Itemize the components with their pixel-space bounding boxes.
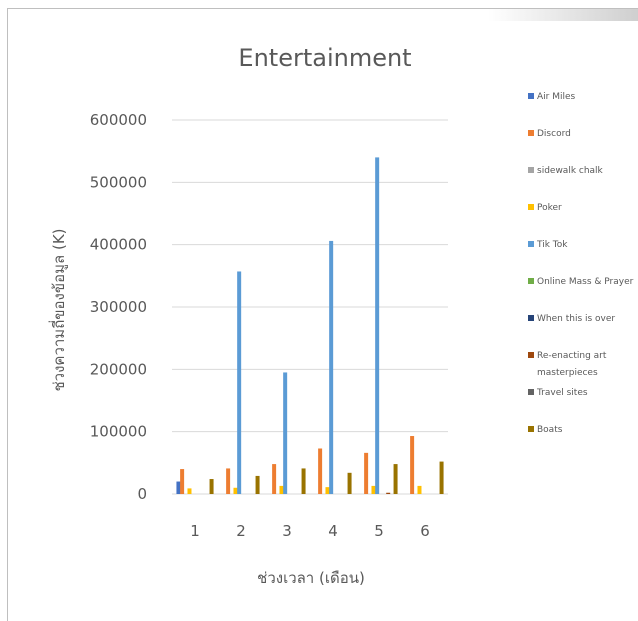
bar-discord-6 <box>410 436 415 494</box>
chart-title: Entertainment <box>238 44 411 72</box>
bars <box>176 157 444 494</box>
legend-swatch <box>528 204 534 210</box>
bar-poker-6 <box>417 485 422 494</box>
bar-air-miles-1 <box>176 481 181 494</box>
x-tick-label: 4 <box>328 522 338 540</box>
bar-poker-5 <box>371 485 376 494</box>
bar-tik-tok-5 <box>375 157 380 494</box>
chart-frame <box>7 8 638 621</box>
bar-discord-2 <box>226 468 231 494</box>
bar-re-enacting-art-masterpieces-5 <box>386 492 391 494</box>
legend-label: Re-enacting art masterpieces <box>537 351 607 378</box>
y-tick-label: 0 <box>137 485 147 503</box>
legend-label: Boats <box>537 425 563 435</box>
legend-label: sidewalk chalk <box>537 166 604 176</box>
legend-swatch <box>528 426 534 432</box>
y-tick-label: 100000 <box>90 423 147 441</box>
bar-tik-tok-4 <box>329 240 334 494</box>
legend-label: When this is over <box>537 314 615 324</box>
bar-boats-1 <box>209 479 214 494</box>
legend-label: Air Miles <box>537 92 576 102</box>
y-tick-label: 500000 <box>90 173 147 191</box>
legend-swatch <box>528 241 534 247</box>
background-shade <box>488 9 638 21</box>
x-tick-label: 3 <box>282 522 292 540</box>
bar-discord-1 <box>180 469 185 494</box>
bar-boats-5 <box>393 464 398 494</box>
bar-discord-4 <box>318 448 323 494</box>
bar-boats-4 <box>347 472 352 494</box>
legend-label: Discord <box>537 129 571 139</box>
legend-swatch <box>528 389 534 395</box>
y-tick-label: 400000 <box>90 236 147 254</box>
legend-label: Poker <box>537 203 562 213</box>
bar-boats-3 <box>301 468 306 494</box>
y-tick-label: 600000 <box>90 111 147 129</box>
legend-swatch <box>528 315 534 321</box>
legend-label: Online Mass & Prayer <box>537 277 634 287</box>
bar-discord-5 <box>364 452 369 494</box>
y-axis-title: ช่วงความถี่ของข้อมูล (K) <box>48 228 68 391</box>
y-tick-labels: 0 100000 200000 300000 400000 500000 600000 <box>90 111 147 503</box>
bar-poker-3 <box>279 485 284 494</box>
bar-poker-1 <box>187 488 192 494</box>
bar-poker-2 <box>233 487 238 494</box>
legend-swatch <box>528 93 534 99</box>
bar-poker-4 <box>325 487 330 494</box>
bar-boats-2 <box>255 475 260 494</box>
bar-tik-tok-2 <box>237 271 242 494</box>
x-axis-title: ช่วงเวลา (เดือน) <box>257 569 365 587</box>
x-tick-label: 6 <box>420 522 430 540</box>
gridlines <box>172 119 448 495</box>
legend-label: Travel sites <box>536 388 588 398</box>
legend-swatch <box>528 130 534 136</box>
y-tick-label: 200000 <box>90 360 147 378</box>
legend-swatch <box>528 278 534 284</box>
x-tick-label: 1 <box>190 522 200 540</box>
bar-boats-6 <box>439 461 444 494</box>
x-tick-label: 5 <box>374 522 384 540</box>
legend-swatch <box>528 352 534 358</box>
y-tick-label: 300000 <box>90 298 147 316</box>
x-tick-labels: 1 2 3 4 5 6 <box>190 522 430 540</box>
bar-tik-tok-3 <box>283 372 288 494</box>
bar-discord-3 <box>272 464 277 494</box>
legend: Air Miles Discord sidewalk chalk Poker Tik T… <box>528 92 634 435</box>
x-tick-label: 2 <box>236 522 246 540</box>
legend-swatch <box>528 167 534 173</box>
legend-label: Tik Tok <box>536 240 568 250</box>
